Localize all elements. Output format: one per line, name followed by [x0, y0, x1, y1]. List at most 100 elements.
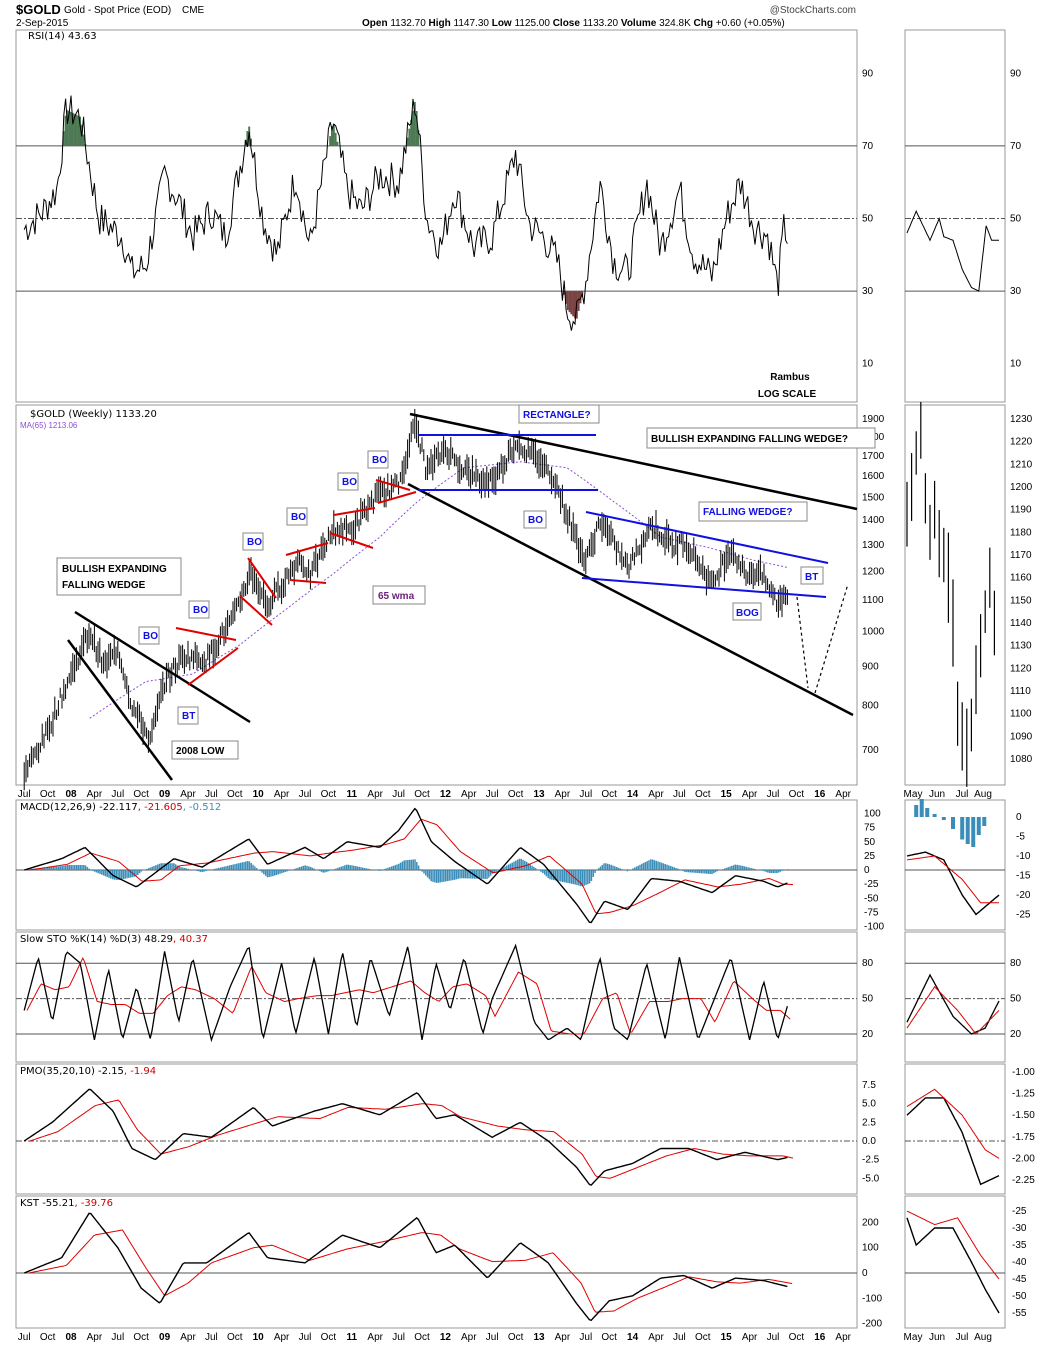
log-scale-note: LOG SCALE — [758, 389, 817, 400]
date-tick: Apr — [274, 1332, 290, 1343]
date-tick: Oct — [695, 789, 711, 800]
date-tick: Oct — [133, 1332, 149, 1343]
pmo-label: PMO(35,20,10) -2.15, -1.94 — [20, 1066, 156, 1077]
sto-d-line — [26, 956, 791, 1035]
date-tick: Apr — [180, 1332, 196, 1343]
ma65-line — [89, 461, 789, 719]
date-tick: Apr — [555, 789, 571, 800]
wedge-callout-1: BULLISH EXPANDING — [62, 564, 167, 575]
date-tick: Apr — [87, 1332, 103, 1343]
date-tick: 12 — [440, 789, 452, 800]
date-tick: Jul — [673, 789, 686, 800]
date-tick: 16 — [814, 789, 826, 800]
macd-mini-histogram — [982, 817, 987, 826]
kst-mini-tick: -55 — [1012, 1308, 1027, 1319]
mini-date-tick: May — [904, 789, 923, 800]
date-tick: Oct — [133, 789, 149, 800]
date-tick: Jul — [392, 789, 405, 800]
date-tick: Jul — [767, 789, 780, 800]
rsi-tick: 30 — [862, 286, 874, 297]
bt-callout: BT — [805, 572, 818, 583]
date-tick: 10 — [253, 789, 265, 800]
macd-mini-histogram — [960, 817, 965, 840]
sto-k-line — [23, 943, 789, 1043]
pmo-signal-line — [29, 1099, 794, 1179]
wedge-callout-2: FALLING WEDGE — [62, 580, 146, 591]
price-tick: 1000 — [862, 627, 885, 638]
price-tick: 1400 — [862, 515, 885, 526]
date-tick: Jul — [205, 1332, 218, 1343]
trendlines — [66, 412, 858, 781]
date-tick: 08 — [65, 789, 77, 800]
macd-mini-histogram — [965, 817, 970, 844]
date-tick: Jul — [392, 1332, 405, 1343]
date-tick: Jul — [579, 789, 592, 800]
date-tick: Apr — [461, 1332, 477, 1343]
price-mini-tick: 1160 — [1010, 573, 1032, 584]
price-mini-tick: 1150 — [1010, 595, 1032, 606]
date-tick: Jul — [111, 789, 124, 800]
bo-callout: BO — [247, 537, 262, 548]
date-tick: 11 — [347, 789, 358, 800]
pmo-tick: 2.5 — [862, 1117, 876, 1128]
rambus-note: Rambus — [770, 372, 810, 383]
date-tick: 14 — [627, 1332, 639, 1343]
sto-panel — [15, 931, 858, 1063]
pmo-tick: 7.5 — [862, 1080, 876, 1091]
date-tick: Oct — [414, 1332, 430, 1343]
price-mini-tick: 1210 — [1010, 459, 1033, 470]
sto-mini-tick: 50 — [1010, 994, 1022, 1005]
macd-mini-histogram — [914, 805, 919, 817]
price-panel-mini — [904, 404, 1006, 786]
sto-tick: 20 — [862, 1029, 874, 1040]
macd-mini-histogram — [941, 817, 946, 820]
mini-date-tick: Aug — [974, 789, 992, 800]
rsi-mini-tick: 90 — [1010, 68, 1022, 79]
sto-panel-mini — [904, 931, 1006, 1063]
date-tick: 14 — [627, 789, 639, 800]
price-tick: 700 — [862, 745, 879, 756]
macd-tick: 50 — [864, 837, 876, 848]
price-tick: 1100 — [862, 595, 884, 606]
kst-tick: 0 — [862, 1268, 868, 1279]
kst-line — [23, 1212, 788, 1322]
price-mini-tick: 1230 — [1010, 414, 1033, 425]
date-tick: 16 — [814, 1332, 826, 1343]
date-tick: Oct — [508, 1332, 524, 1343]
date-tick: Apr — [180, 789, 196, 800]
bog-callout: BOG — [736, 608, 759, 619]
sto-mini-tick: 80 — [1010, 958, 1022, 969]
kst-mini-tick: -40 — [1012, 1257, 1027, 1268]
macd-mini-histogram — [976, 817, 981, 835]
low-2008-callout: 2008 LOW — [176, 746, 225, 757]
price-panel — [15, 404, 858, 786]
rsi-mini-tick: 10 — [1010, 359, 1022, 370]
price-tick: 800 — [862, 701, 879, 712]
date-tick: Jul — [18, 789, 31, 800]
bo-callout: BO — [291, 512, 306, 523]
macd-mini-signal — [906, 855, 999, 904]
kst-panel-mini — [904, 1195, 1006, 1329]
pmo-tick: -5.0 — [862, 1173, 880, 1184]
date-tick: Jul — [299, 1332, 312, 1343]
date-tick: Apr — [555, 1332, 571, 1343]
falling-wedge-callout: FALLING WEDGE? — [703, 507, 792, 518]
price-mini-tick: 1130 — [1010, 641, 1032, 652]
date-tick: Oct — [40, 1332, 56, 1343]
macd-line — [24, 807, 788, 924]
kst-label: KST -55.21, -39.76 — [20, 1198, 113, 1209]
date-tick: Oct — [789, 789, 805, 800]
sto-mini-tick: 20 — [1010, 1029, 1022, 1040]
date-tick: 15 — [721, 1332, 733, 1343]
price-label: $GOLD (Weekly) 1133.20 — [30, 409, 157, 420]
ohlc-readout: Open 1132.70 High 1147.30 Low 1125.00 Cl… — [362, 18, 785, 29]
date-tick: Oct — [601, 789, 617, 800]
date-tick: Oct — [695, 1332, 711, 1343]
macd-tick: -25 — [864, 879, 879, 890]
date-tick: 09 — [159, 789, 171, 800]
price-mini-tick: 1120 — [1010, 663, 1032, 674]
date-tick: 10 — [253, 1332, 265, 1343]
mini-date-tick: Aug — [974, 1332, 992, 1343]
price-tick: 1500 — [862, 492, 885, 503]
